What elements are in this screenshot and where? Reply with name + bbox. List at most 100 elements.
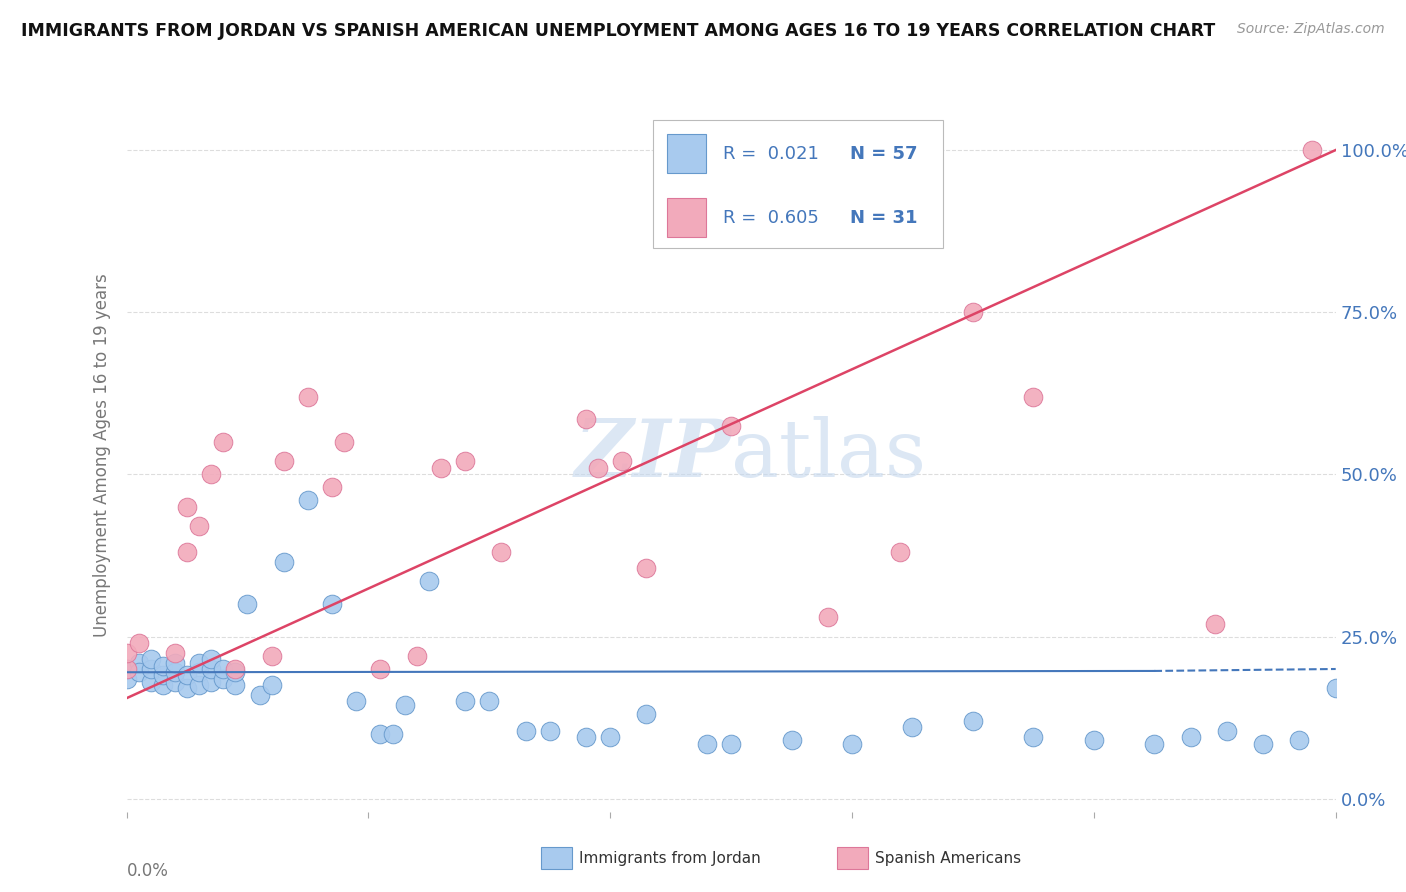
Point — [599, 730, 621, 744]
Point — [188, 519, 211, 533]
Point — [962, 305, 984, 319]
Point — [1204, 616, 1226, 631]
Text: N = 57: N = 57 — [849, 145, 917, 162]
Text: Spanish Americans: Spanish Americans — [875, 851, 1021, 865]
Point — [720, 737, 742, 751]
Text: IMMIGRANTS FROM JORDAN VS SPANISH AMERICAN UNEMPLOYMENT AMONG AGES 16 TO 19 YEAR: IMMIGRANTS FROM JORDAN VS SPANISH AMERIC… — [21, 22, 1215, 40]
Point — [491, 545, 513, 559]
FancyBboxPatch shape — [666, 134, 706, 173]
Point — [176, 681, 198, 696]
Point — [152, 658, 174, 673]
Point — [297, 493, 319, 508]
Point — [586, 461, 609, 475]
Text: Source: ZipAtlas.com: Source: ZipAtlas.com — [1237, 22, 1385, 37]
Point — [636, 707, 658, 722]
Point — [200, 652, 222, 666]
Point — [163, 675, 186, 690]
Point — [612, 454, 634, 468]
Point — [212, 662, 235, 676]
Text: R =  0.021: R = 0.021 — [723, 145, 818, 162]
Point — [370, 662, 392, 676]
Point — [200, 662, 222, 676]
Point — [1083, 733, 1105, 747]
Point — [696, 737, 718, 751]
Point — [575, 730, 598, 744]
Point — [381, 727, 404, 741]
Point — [163, 665, 186, 680]
Point — [200, 675, 222, 690]
Point — [575, 412, 598, 426]
Point — [418, 574, 440, 589]
Point — [128, 656, 150, 670]
Point — [889, 545, 911, 559]
Point — [1022, 730, 1045, 744]
Point — [176, 545, 198, 559]
FancyBboxPatch shape — [666, 198, 706, 237]
Point — [273, 454, 295, 468]
Text: ZIP: ZIP — [574, 417, 731, 493]
Point — [454, 694, 477, 708]
Point — [249, 688, 271, 702]
Point — [273, 555, 295, 569]
Point — [115, 672, 138, 686]
Point — [163, 646, 186, 660]
Point — [478, 694, 501, 708]
Point — [430, 461, 453, 475]
Point — [636, 561, 658, 575]
Point — [224, 662, 246, 676]
Text: N = 31: N = 31 — [849, 209, 917, 227]
Point — [962, 714, 984, 728]
Point — [1216, 723, 1239, 738]
Point — [176, 668, 198, 682]
Point — [515, 723, 537, 738]
Point — [212, 672, 235, 686]
Point — [297, 390, 319, 404]
Point — [321, 597, 343, 611]
Point — [1301, 143, 1323, 157]
Text: atlas: atlas — [731, 416, 927, 494]
Point — [454, 454, 477, 468]
Point — [344, 694, 367, 708]
Text: 0.0%: 0.0% — [127, 862, 169, 880]
Point — [139, 675, 162, 690]
Point — [139, 662, 162, 676]
Point — [1143, 737, 1166, 751]
Point — [152, 678, 174, 692]
Point — [260, 648, 283, 663]
Point — [321, 480, 343, 494]
Text: Immigrants from Jordan: Immigrants from Jordan — [579, 851, 761, 865]
Point — [538, 723, 561, 738]
Point — [236, 597, 259, 611]
Point — [817, 610, 839, 624]
Point — [188, 678, 211, 692]
Point — [115, 646, 138, 660]
Y-axis label: Unemployment Among Ages 16 to 19 years: Unemployment Among Ages 16 to 19 years — [93, 273, 111, 637]
Point — [260, 678, 283, 692]
Text: R =  0.605: R = 0.605 — [723, 209, 818, 227]
Point — [139, 652, 162, 666]
Point — [1324, 681, 1347, 696]
Point — [128, 665, 150, 680]
Point — [188, 665, 211, 680]
Point — [224, 678, 246, 692]
Point — [1251, 737, 1274, 751]
Point — [780, 733, 803, 747]
Point — [224, 665, 246, 680]
Point — [720, 418, 742, 433]
Point — [333, 434, 356, 449]
Point — [115, 662, 138, 676]
Point — [152, 668, 174, 682]
Point — [1288, 733, 1310, 747]
Point — [370, 727, 392, 741]
Point — [1022, 390, 1045, 404]
Point — [212, 434, 235, 449]
Point — [115, 662, 138, 676]
Point — [128, 636, 150, 650]
Point — [405, 648, 427, 663]
Point — [163, 656, 186, 670]
FancyBboxPatch shape — [652, 120, 943, 248]
Point — [394, 698, 416, 712]
Point — [1180, 730, 1202, 744]
Point — [901, 720, 924, 734]
Point — [188, 656, 211, 670]
